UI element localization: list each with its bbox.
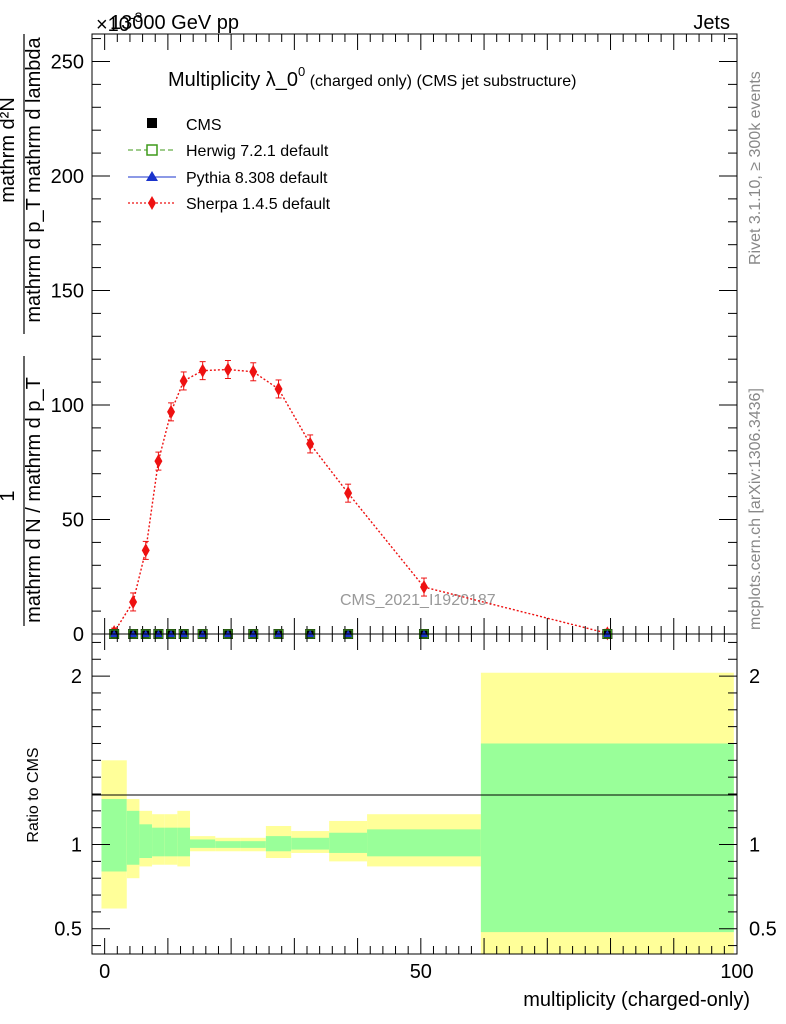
- sherpa-point: [306, 436, 315, 451]
- ylabel-main-den: mathrm d p_T mathrm d lambda: [23, 36, 45, 322]
- x-axis-label: multiplicity (charged-only): [523, 989, 750, 1011]
- ratio-band-inner: [291, 837, 330, 850]
- y-tick-label: 200: [51, 166, 84, 188]
- sherpa-point: [223, 362, 232, 377]
- sherpa-point: [344, 486, 353, 501]
- legend-herwig-marker: [146, 144, 158, 156]
- sherpa-series: [110, 359, 612, 641]
- ratio-tick-label-left: 2: [71, 666, 82, 688]
- sherpa-point: [154, 454, 163, 469]
- ylabel-prefix-num: 1: [0, 490, 19, 501]
- sherpa-line: [113, 368, 608, 634]
- legend: CMS Herwig 7.2.1 default Pythia 8.308 de…: [128, 117, 331, 213]
- process-label: Jets: [693, 12, 730, 34]
- legend-sherpa-marker: [148, 196, 156, 210]
- ratio-band-inner: [139, 824, 153, 858]
- rivet-version-label: Rivet 3.1.10, ≥ 300k events: [747, 71, 764, 265]
- watermark: CMS_2021_I1920187: [340, 592, 496, 609]
- y-tick-label: 50: [62, 509, 84, 531]
- main-ticks: 0 50 100 150 200 250: [51, 34, 738, 646]
- ratio-tick-label-right: 2: [749, 666, 760, 688]
- x-tick-label: 100: [720, 961, 753, 983]
- legend-cms-marker: [147, 118, 157, 128]
- sherpa-point: [129, 594, 138, 609]
- sherpa-point: [179, 373, 188, 388]
- ratio-band-inner: [164, 827, 178, 857]
- exponent-label: ×10-3: [96, 9, 143, 36]
- sherpa-point: [198, 363, 207, 378]
- y-tick-label: 100: [51, 395, 84, 417]
- sherpa-point: [249, 364, 258, 379]
- ratio-band-inner: [215, 841, 241, 848]
- x-tick-label: 50: [410, 961, 432, 983]
- ratio-panel: 0.5 0.5 1 1 2 2 0 50 100: [54, 633, 777, 983]
- ylabel-main-num: mathrm d²N: [0, 97, 19, 203]
- ratio-band-inner: [101, 799, 127, 872]
- ratio-bands: [101, 672, 734, 954]
- ratio-ticks: 0.5 0.5 1 1 2 2 0 50 100: [54, 634, 777, 983]
- ylabel-prefix-den: mathrm d N / mathrm d p_T: [23, 377, 45, 623]
- main-panel: 0 50 100 150 200 250 CMS_2021_I1920187 Multip…: [51, 33, 738, 646]
- y-tick-label: 250: [51, 51, 84, 73]
- ratio-band-inner: [177, 827, 191, 857]
- ratio-tick-label-left: 0.5: [54, 919, 82, 941]
- sherpa-point: [141, 543, 150, 558]
- ratio-band-inner: [329, 832, 368, 853]
- legend-herwig-label: Herwig 7.2.1 default: [186, 143, 329, 160]
- chart-title: Multiplicity λ_00 (charged only) (CMS je…: [168, 64, 576, 91]
- ratio-tick-label-left: 1: [71, 835, 82, 857]
- ratio-band-inner: [190, 839, 216, 848]
- y-tick-label: 0: [73, 624, 84, 646]
- sherpa-point: [419, 580, 428, 595]
- ratio-band-inner: [265, 836, 292, 852]
- sherpa-point: [274, 381, 283, 396]
- main-ylabel: 1 mathrm d N / mathrm d p_T mathrm d²N m…: [0, 34, 45, 626]
- legend-sherpa-label: Sherpa 1.4.5 default: [186, 196, 331, 213]
- ratio-ylabel: Ratio to CMS: [25, 747, 42, 842]
- y-tick-label: 150: [51, 280, 84, 302]
- energy-label: 13000 GeV pp: [110, 12, 239, 34]
- ratio-band-inner: [152, 827, 165, 857]
- legend-cms-label: CMS: [186, 117, 222, 134]
- ratio-band-inner: [126, 810, 140, 865]
- ratio-tick-label-right: 0.5: [749, 919, 777, 941]
- ratio-band-inner: [240, 841, 266, 848]
- ratio-tick-label-right: 1: [749, 835, 760, 857]
- legend-pythia-label: Pythia 8.308 default: [186, 170, 328, 187]
- ratio-band-inner: [367, 829, 481, 857]
- x-tick-label: 0: [99, 961, 110, 983]
- sherpa-point: [167, 404, 176, 419]
- legend-pythia-marker: [146, 171, 158, 181]
- ratio-band-inner: [480, 743, 734, 933]
- ratio-frame: [91, 633, 738, 955]
- source-label: mcplots.cern.ch [arXiv:1306.3436]: [747, 388, 764, 630]
